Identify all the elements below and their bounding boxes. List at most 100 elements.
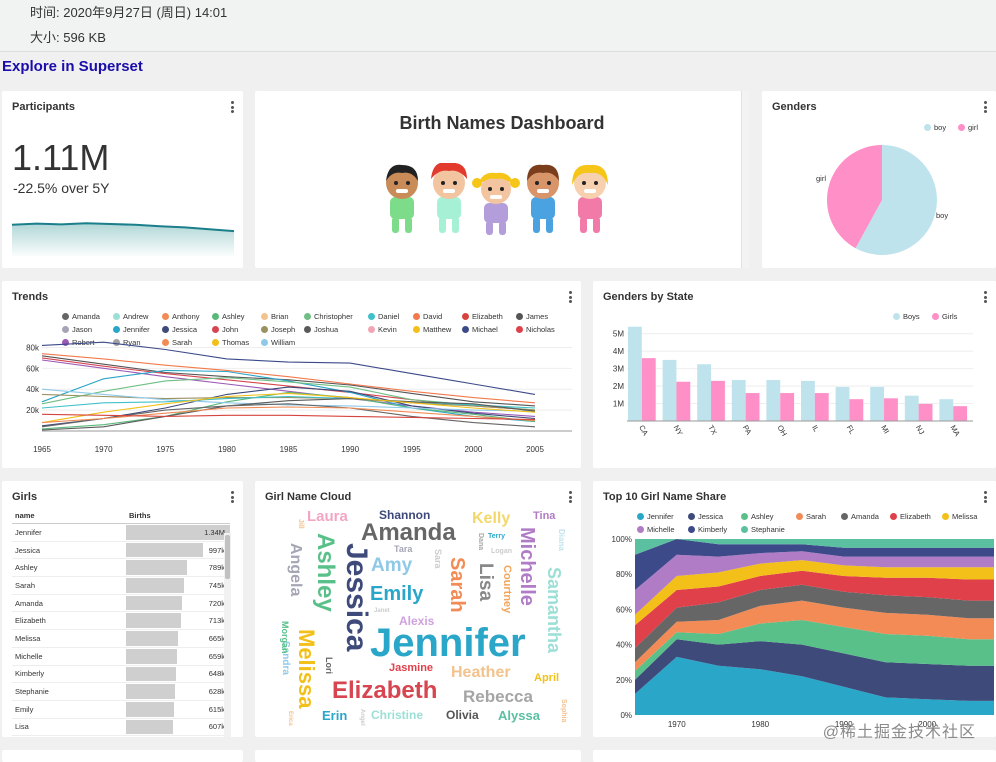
pie-slice-boy — [855, 145, 937, 256]
more-options-icon[interactable] — [569, 291, 573, 303]
cloud-word: Alyssa — [498, 708, 540, 723]
births-value: 1.34M — [204, 527, 225, 537]
area-jessica — [635, 639, 994, 701]
trends-legend-item[interactable]: John — [212, 325, 238, 334]
more-options-icon[interactable] — [984, 491, 988, 503]
births-value: 628k — [208, 687, 225, 697]
trends-legend-item[interactable]: Ryan — [113, 338, 141, 347]
trends-legend-item[interactable]: Daniel — [368, 312, 399, 321]
time-label: 时间: 2020年9月27日 (周日) 14:01 — [30, 5, 228, 20]
cell-name: Lisa — [12, 718, 126, 737]
legend-dot-icon — [162, 339, 169, 346]
table-row[interactable]: Lisa 607k — [12, 718, 230, 737]
share-legend-item[interactable]: Jennifer — [637, 512, 674, 521]
dashboard-scrollbar[interactable] — [741, 91, 749, 268]
trends-legend-item[interactable]: James — [516, 312, 548, 321]
trend-line-michael — [41, 341, 536, 395]
participants-card: Participants 1.11M -22.5% over 5Y — [2, 91, 243, 268]
cloud-word: Jessica — [340, 543, 373, 652]
trends-legend-item[interactable]: Jessica — [162, 325, 197, 334]
word-cloud-title: Girl Name Cloud — [265, 491, 352, 503]
trends-legend-item[interactable]: David — [413, 312, 442, 321]
watermark-text: @稀土掘金技术社区 — [822, 724, 976, 741]
legend-dot-icon — [924, 124, 931, 131]
column-header-births[interactable]: Births — [126, 508, 230, 524]
share-legend-item[interactable]: Amanda — [841, 512, 879, 521]
dashboard-title: Birth Names Dashboard — [399, 113, 605, 133]
legend-boys[interactable]: Boys — [893, 312, 920, 321]
more-options-icon[interactable] — [231, 101, 235, 113]
table-row[interactable]: Michelle 659k — [12, 647, 230, 666]
share-legend-item[interactable]: Jessica — [688, 512, 723, 521]
share-legend-item[interactable]: Melissa — [942, 512, 977, 521]
share-legend-item[interactable]: Sarah — [796, 512, 826, 521]
trends-legend-item[interactable]: Jennifer — [113, 325, 150, 334]
x-tick-label: 1980 — [218, 445, 236, 454]
trends-chart: 20k 40k 60k 80k 1965 1970 1975 1980 1985 1990 1995… — [26, 341, 572, 454]
table-row[interactable]: Ashley 789k — [12, 558, 230, 578]
table-row[interactable]: Elizabeth 713k — [12, 611, 230, 631]
legend-dot-icon — [368, 313, 375, 320]
trends-legend-item[interactable]: Michael — [462, 325, 498, 334]
trends-legend-item[interactable]: Nicholas — [516, 325, 555, 334]
births-bar — [126, 684, 175, 699]
table-row[interactable]: Melissa 665k — [12, 629, 230, 648]
trends-legend-item[interactable]: Matthew — [413, 325, 451, 334]
scrollbar-thumb[interactable] — [225, 535, 230, 579]
legend-dot-icon — [212, 339, 219, 346]
trends-legend-item[interactable]: Ashley — [212, 312, 245, 321]
more-options-icon[interactable] — [231, 491, 235, 503]
more-options-icon[interactable] — [984, 101, 988, 113]
trend-line-david — [41, 353, 536, 404]
table-row[interactable]: Amanda 720k — [12, 594, 230, 613]
table-row[interactable]: Emily 615k — [12, 700, 230, 719]
trends-legend-item[interactable]: William — [261, 338, 295, 347]
share-legend-item[interactable]: Kimberly — [688, 525, 727, 534]
genders-by-state-chart: 1M 2M 3M 4M 5M CA NY TX PA OH IL FL MI NJ MA — [613, 326, 973, 438]
trends-legend-item[interactable]: Christopher — [304, 312, 353, 321]
cloud-word: Morgan — [280, 621, 290, 654]
trends-legend-item[interactable]: Andrew — [113, 312, 148, 321]
legend-girls[interactable]: Girls — [932, 312, 957, 321]
column-header-name[interactable]: name — [12, 508, 126, 524]
trends-legend-item[interactable]: Jason — [62, 325, 92, 334]
cloud-word: Lisa — [475, 563, 496, 602]
trends-legend-item[interactable]: Brian — [261, 312, 289, 321]
trend-line-sarah — [41, 406, 536, 424]
trends-legend-item[interactable]: Joseph — [261, 325, 295, 334]
cloud-word: Michelle — [516, 527, 538, 606]
area-melissa — [635, 560, 994, 626]
trends-legend-item[interactable]: Amanda — [62, 312, 100, 321]
legend-dot-icon — [113, 313, 120, 320]
cell-name: Jessica — [12, 541, 126, 560]
trends-legend-item[interactable]: Robert — [62, 338, 95, 347]
cell-name: Stephanie — [12, 682, 126, 701]
legend-boy[interactable]: boy — [924, 123, 946, 132]
trends-legend-item[interactable]: Thomas — [212, 338, 249, 347]
births-value: 648k — [208, 669, 225, 679]
table-row[interactable]: Stephanie 628k — [12, 682, 230, 701]
legend-dot-icon — [62, 326, 69, 333]
table-row[interactable]: Jennifer 1.34M — [12, 523, 230, 542]
table-row[interactable]: Sarah 745k — [12, 576, 230, 595]
cloud-word: Erica — [287, 711, 293, 726]
share-legend-item[interactable]: Elizabeth — [890, 512, 931, 521]
table-row[interactable]: Jessica 997k — [12, 541, 230, 560]
trends-legend-item[interactable]: Sarah — [162, 338, 192, 347]
more-options-icon[interactable] — [984, 291, 988, 303]
trends-legend-item[interactable]: Elizabeth — [462, 312, 503, 321]
trends-legend-item[interactable]: Anthony — [162, 312, 200, 321]
trends-legend-item[interactable]: Joshua — [304, 325, 338, 334]
legend-girl[interactable]: girl — [958, 123, 978, 132]
y-tick-label: 5M — [613, 330, 624, 339]
bar-girls-MI — [884, 398, 898, 421]
cloud-word: Terry — [488, 533, 505, 540]
explore-in-superset-link[interactable]: Explore in Superset — [2, 58, 143, 75]
trends-legend-item[interactable]: Kevin — [368, 325, 397, 334]
share-legend-item[interactable]: Stephanie — [741, 525, 785, 534]
table-scrollbar[interactable] — [224, 533, 231, 737]
more-options-icon[interactable] — [569, 491, 573, 503]
share-legend-item[interactable]: Ashley — [741, 512, 774, 521]
table-row[interactable]: Kimberly 648k — [12, 665, 230, 684]
share-legend-item[interactable]: Michelle — [637, 525, 675, 534]
